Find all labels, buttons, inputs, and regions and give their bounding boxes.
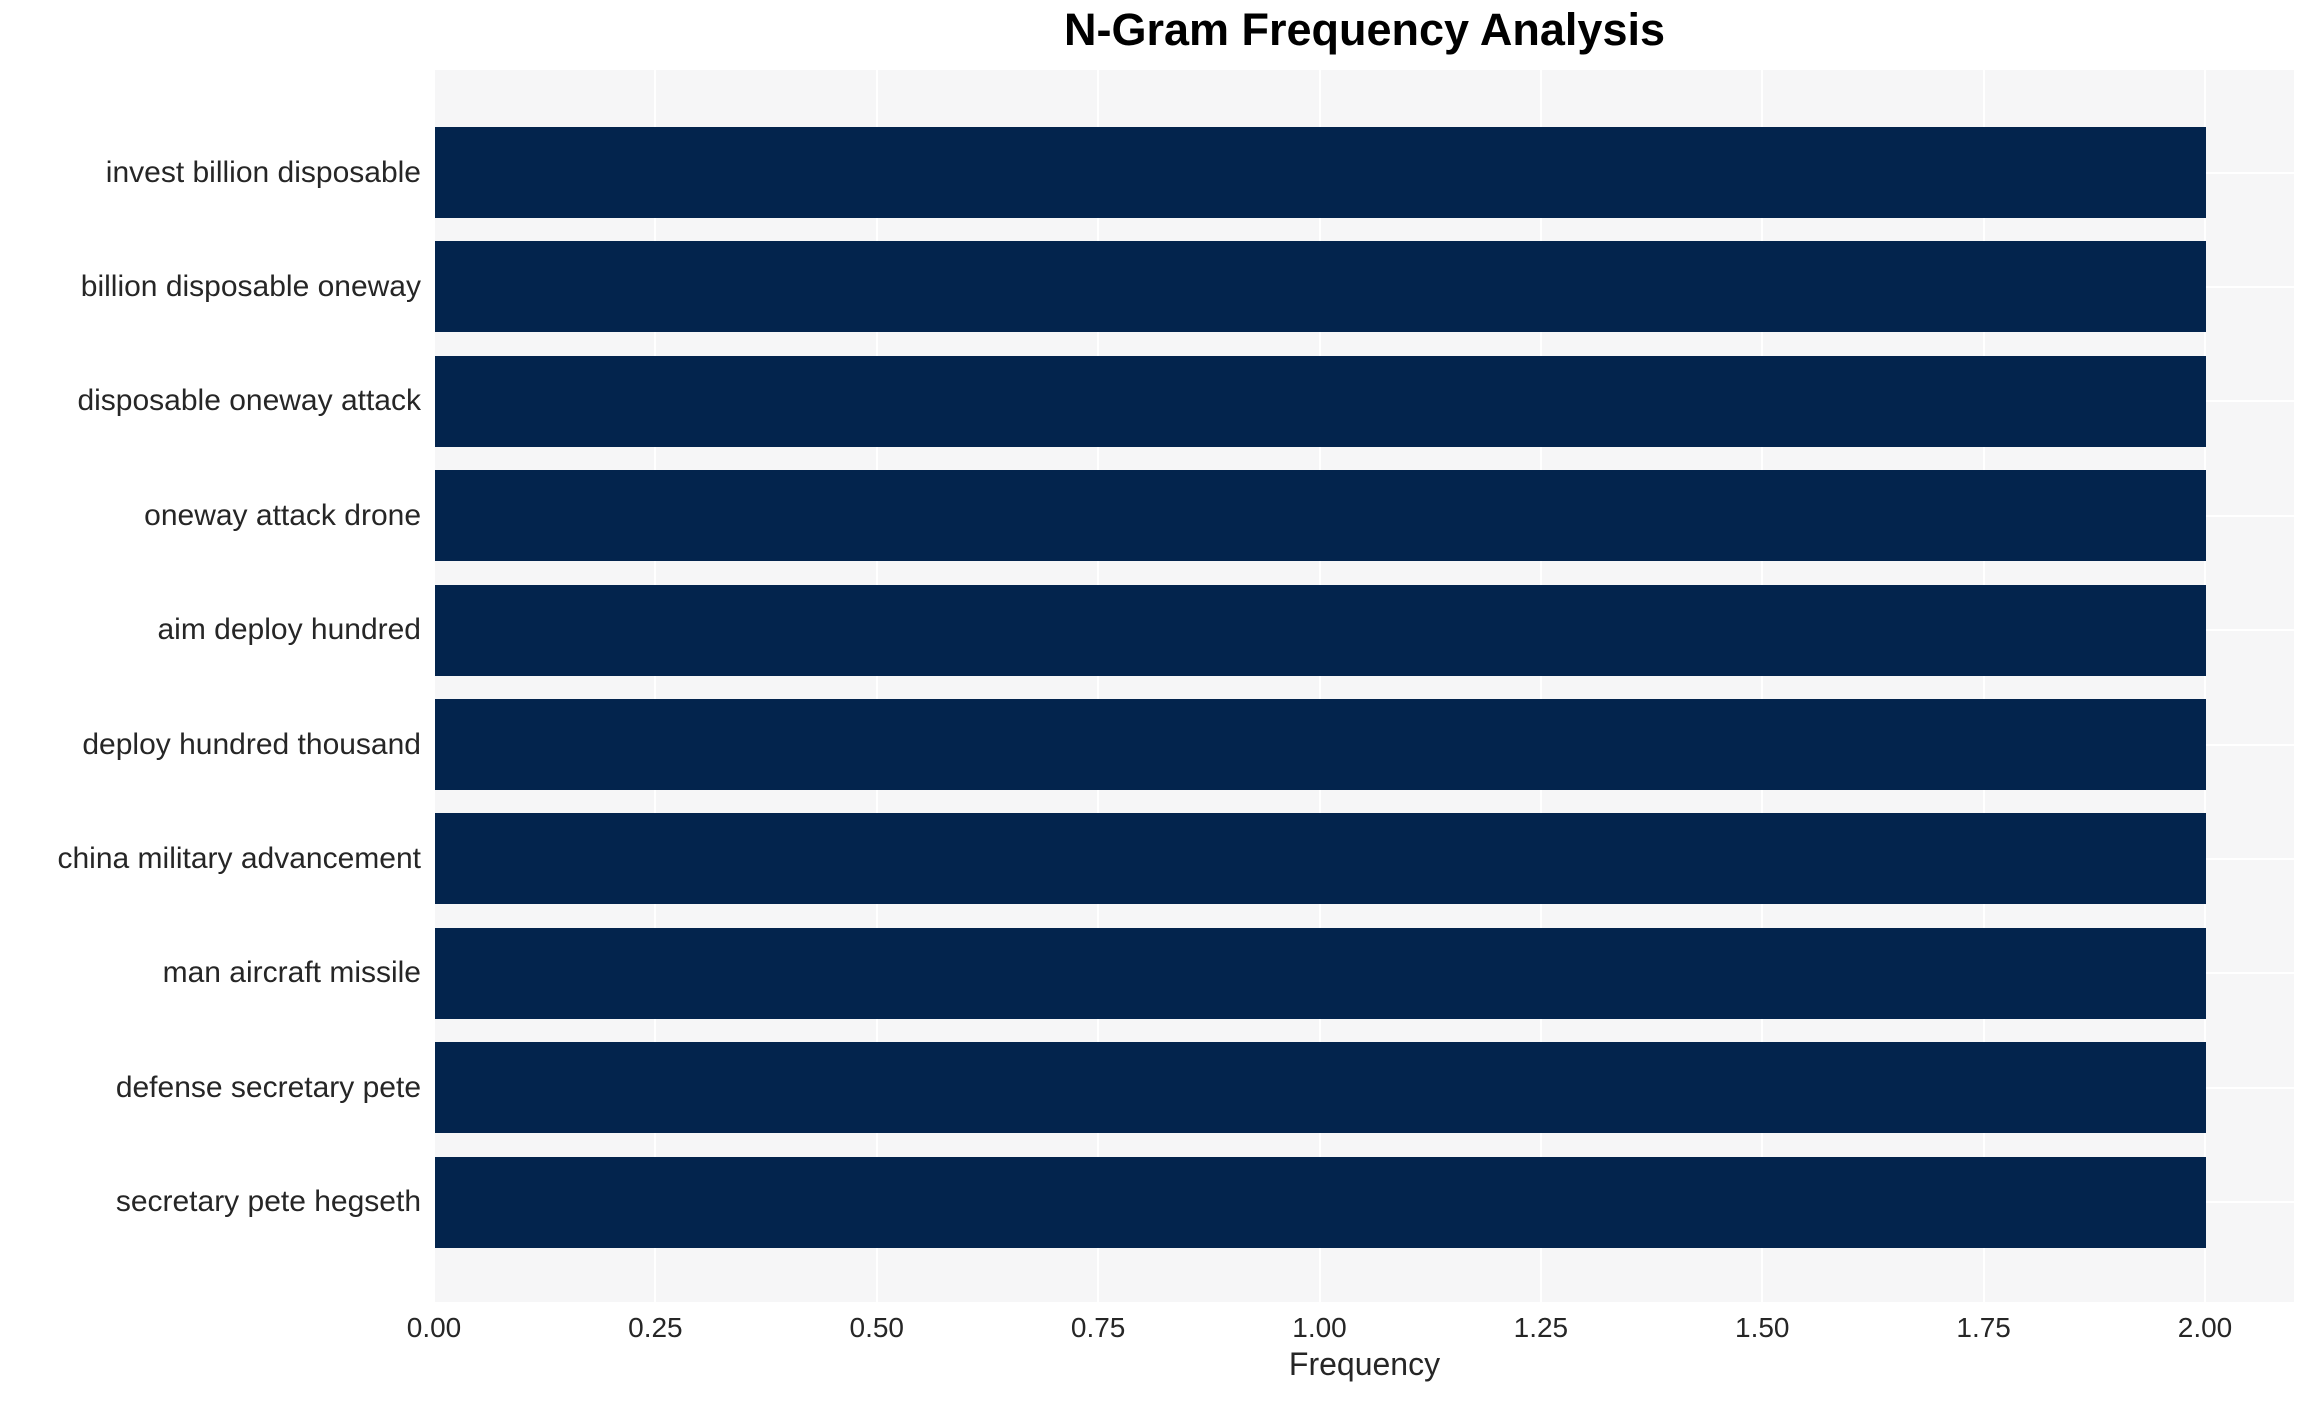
gridline-vertical — [875, 70, 878, 1302]
x-tick-label: 0.75 — [1070, 1312, 1126, 1343]
y-tick-label: aim deploy hundred — [157, 613, 421, 647]
x-tick-label: 1.75 — [1956, 1312, 2011, 1343]
x-tick-label: 1.00 — [1292, 1312, 1347, 1343]
bar — [435, 699, 2206, 790]
y-tick-label: billion disposable oneway — [80, 269, 421, 303]
gridline-vertical — [1982, 70, 1985, 1302]
x-tick-label: 0.00 — [406, 1312, 462, 1343]
gridline-vertical — [433, 70, 435, 1302]
gridline-vertical — [1761, 70, 1764, 1302]
bar — [435, 1156, 2206, 1248]
y-tick-label: man aircraft missile — [162, 956, 421, 990]
x-axis-label: Frequency — [1288, 1346, 1441, 1382]
bar — [435, 927, 2206, 1019]
x-tick-label: 0.50 — [849, 1312, 905, 1343]
gridline-vertical — [1318, 70, 1321, 1302]
y-tick-label: china military advancement — [57, 841, 421, 875]
x-tick-label: 0.25 — [628, 1312, 683, 1343]
y-tick-label: oneway attack drone — [144, 498, 421, 532]
gridline-vertical — [1539, 70, 1542, 1302]
y-tick-label: invest billion disposable — [105, 155, 421, 189]
gridline-vertical — [1097, 70, 1100, 1302]
bar — [435, 813, 2206, 905]
plot-area — [433, 70, 2294, 1302]
bar — [435, 470, 2206, 562]
y-tick-label: disposable oneway attack — [77, 384, 421, 418]
chart-title: N-Gram Frequency Analysis — [1063, 4, 1666, 55]
bar — [435, 355, 2206, 447]
x-tick-label: 1.25 — [1513, 1312, 1569, 1343]
y-tick-label: deploy hundred thousand — [82, 727, 421, 761]
x-tick-label: 1.50 — [1735, 1312, 1790, 1343]
bar — [435, 1042, 2206, 1134]
gridline-vertical — [2204, 70, 2206, 1302]
gridline-vertical — [654, 70, 657, 1302]
x-tick-label: 2.00 — [2177, 1312, 2233, 1343]
bar — [435, 127, 2206, 218]
bar — [435, 584, 2206, 676]
y-tick-label: defense secretary pete — [115, 1070, 421, 1104]
bar — [435, 241, 2206, 333]
y-tick-label: secretary pete hegseth — [115, 1185, 421, 1219]
